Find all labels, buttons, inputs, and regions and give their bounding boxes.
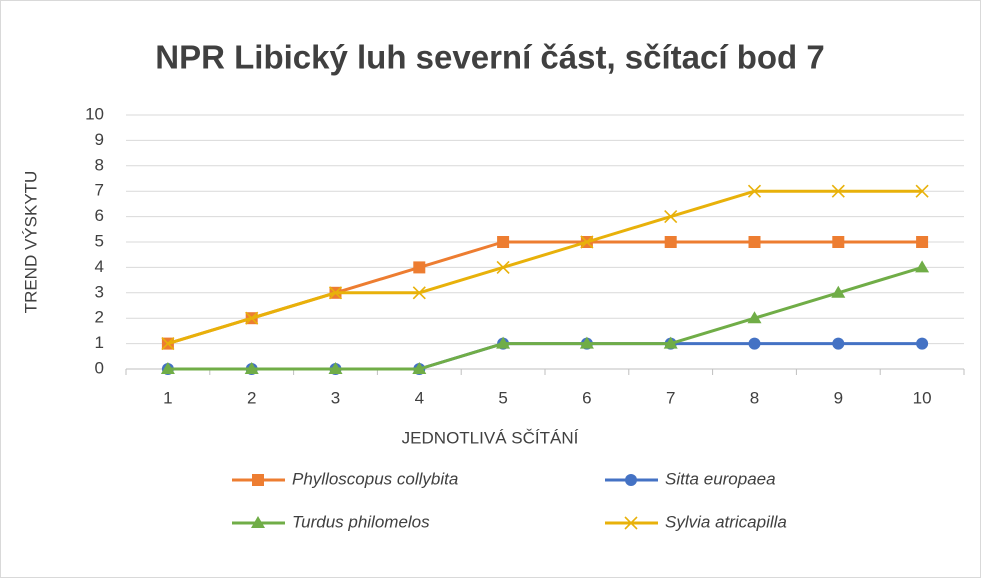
marker bbox=[664, 236, 677, 248]
marker bbox=[916, 337, 929, 350]
series-line bbox=[167, 265, 923, 371]
chart-title: NPR Libický luh severní část, sčítací bo… bbox=[155, 39, 824, 76]
y-tick-label: 10 bbox=[85, 104, 104, 123]
x-axis-label: JEDNOTLIVÁ SČÍTÁNÍ bbox=[402, 428, 579, 447]
marker bbox=[831, 184, 845, 198]
marker bbox=[413, 261, 426, 274]
y-tick-label: 8 bbox=[95, 155, 104, 174]
marker bbox=[412, 362, 427, 374]
y-tick-label: 1 bbox=[95, 333, 104, 352]
x-tick-label: 7 bbox=[666, 388, 675, 407]
legend-marker bbox=[252, 474, 264, 486]
marker bbox=[916, 236, 929, 248]
y-tick-label: 3 bbox=[95, 282, 104, 301]
marker bbox=[664, 210, 678, 224]
marker bbox=[244, 362, 259, 374]
marker bbox=[915, 260, 930, 273]
x-tick-label: 9 bbox=[834, 388, 843, 407]
y-tick-label: 4 bbox=[95, 257, 104, 276]
marker bbox=[747, 184, 762, 198]
marker bbox=[245, 311, 259, 325]
y-tick-label: 5 bbox=[95, 231, 104, 250]
marker bbox=[412, 286, 426, 300]
marker bbox=[747, 311, 762, 324]
series-line bbox=[167, 189, 923, 346]
y-axis-label: TREND VÝSKYTU bbox=[21, 171, 40, 314]
marker bbox=[496, 336, 511, 349]
x-tick-label: 5 bbox=[498, 388, 507, 407]
legend-label: Phylloscopus collybita bbox=[292, 469, 458, 488]
legend-label: Sitta europaea bbox=[665, 469, 776, 488]
x-tick-label: 4 bbox=[415, 388, 424, 407]
marker bbox=[832, 236, 845, 248]
x-tick-label: 8 bbox=[750, 388, 759, 407]
y-tick-label: 7 bbox=[95, 181, 104, 200]
marker bbox=[496, 260, 510, 274]
y-tick-label: 9 bbox=[95, 130, 104, 149]
x-tick-label: 10 bbox=[913, 388, 932, 407]
y-tick-label: 6 bbox=[95, 206, 104, 225]
x-tick-label: 3 bbox=[331, 388, 340, 407]
marker bbox=[579, 336, 594, 349]
x-tick-label: 2 bbox=[247, 388, 256, 407]
y-tick-label: 2 bbox=[95, 308, 104, 327]
marker bbox=[831, 285, 846, 298]
marker bbox=[748, 236, 761, 248]
marker bbox=[328, 362, 343, 374]
legend-label: Sylvia atricapilla bbox=[665, 512, 787, 531]
marker bbox=[580, 235, 594, 249]
legend-marker bbox=[624, 516, 638, 530]
y-tick-label: 0 bbox=[95, 358, 104, 377]
marker bbox=[832, 337, 845, 350]
marker bbox=[748, 337, 761, 350]
marker bbox=[497, 236, 510, 248]
marker bbox=[161, 337, 175, 351]
marker bbox=[160, 362, 175, 374]
marker bbox=[663, 336, 678, 349]
x-tick-label: 1 bbox=[163, 388, 172, 407]
x-tick-label: 6 bbox=[582, 388, 591, 407]
legend-label: Turdus philomelos bbox=[292, 512, 430, 531]
legend-marker bbox=[251, 516, 265, 528]
legend-marker bbox=[625, 474, 637, 486]
marker bbox=[915, 184, 929, 198]
marker bbox=[328, 286, 343, 300]
